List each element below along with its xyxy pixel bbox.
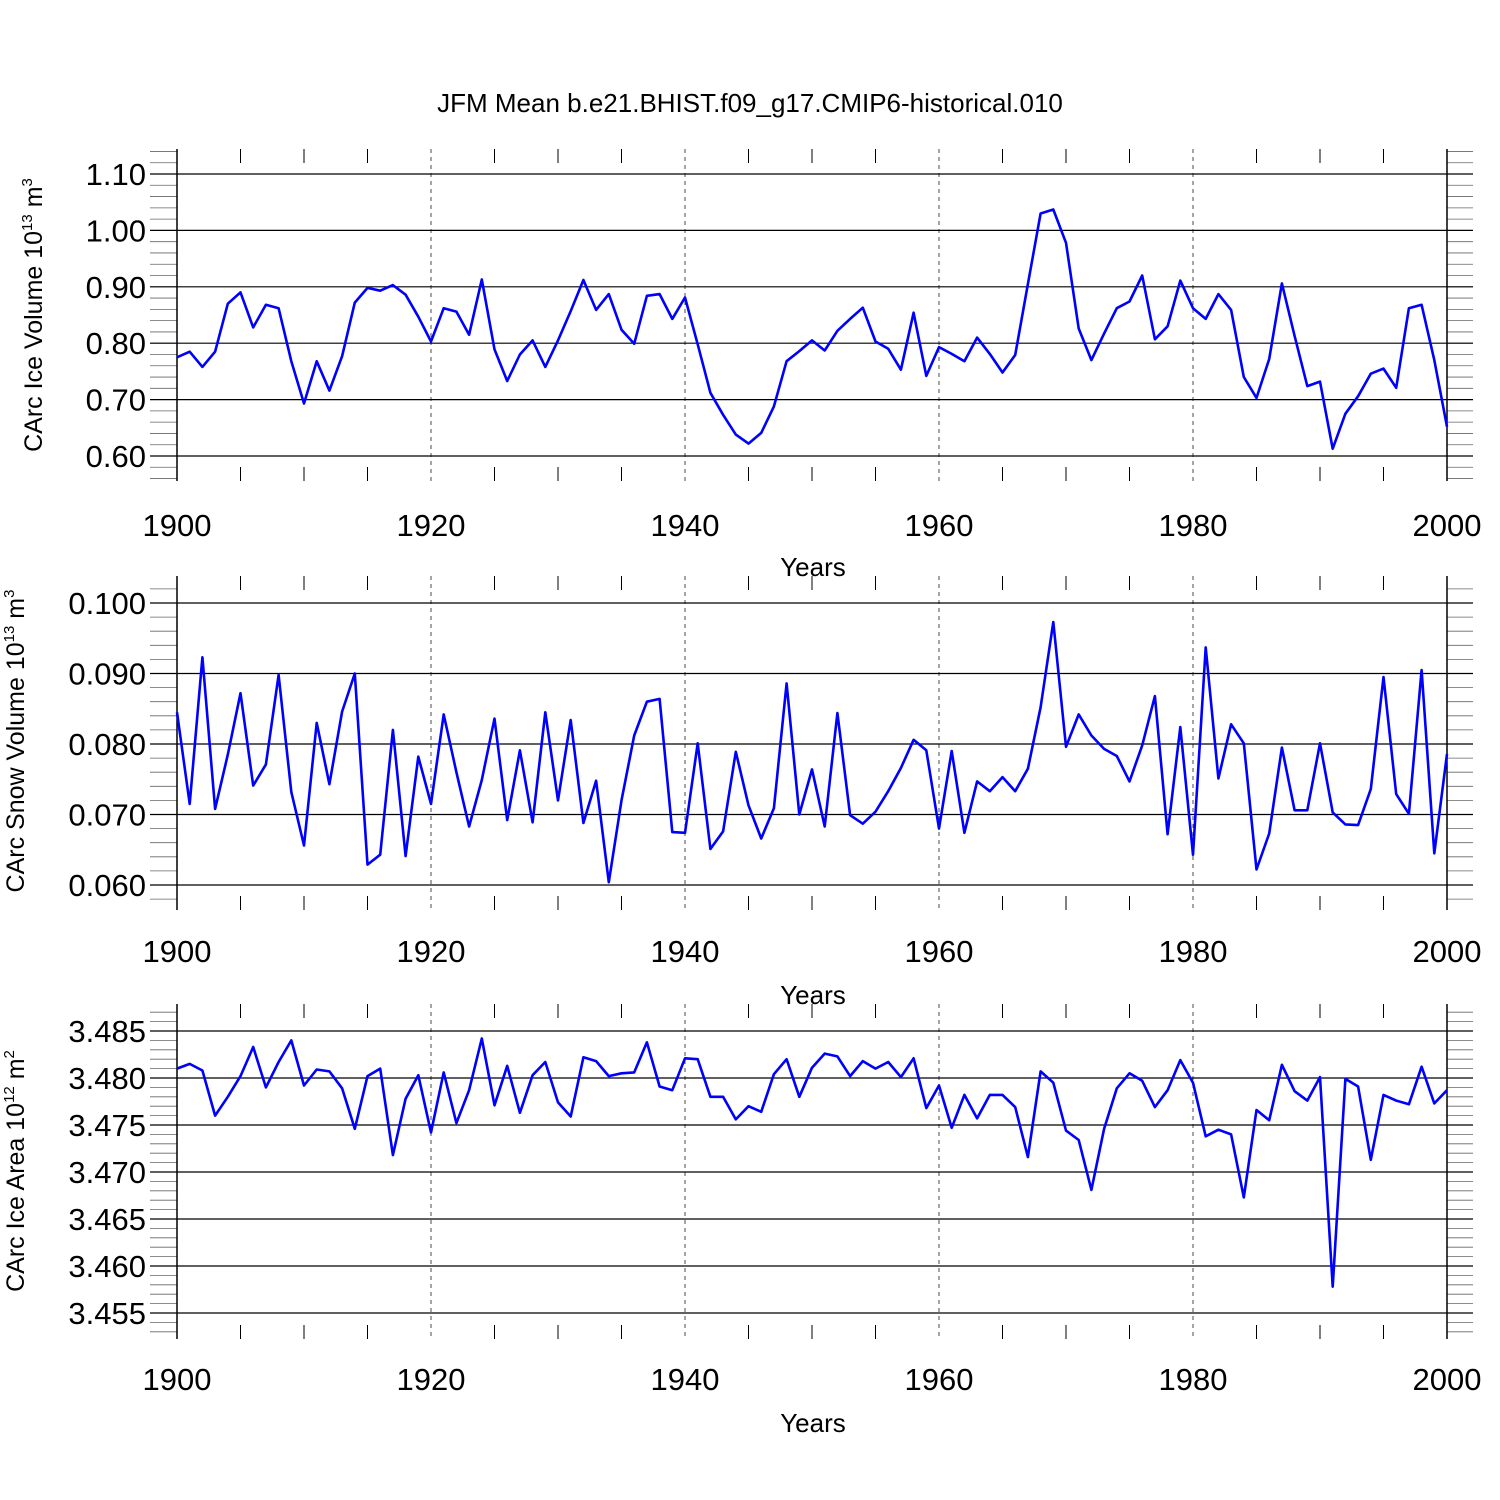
y-tick-label: 0.090: [68, 657, 146, 692]
y-tick-label: 3.470: [68, 1155, 146, 1190]
x-tick-label: 1960: [905, 1362, 974, 1397]
y-tick-label: 0.060: [68, 868, 146, 903]
panel-snow-volume: 0.060 0.070 0.080 0.090 0.100 1900 1920 1940 196…: [1, 576, 1481, 1010]
series-line: [175, 620, 1449, 884]
x-tick-label: 1900: [143, 508, 212, 543]
x-tick-label: 2000: [1413, 934, 1482, 969]
y-tick-label: 3.480: [68, 1061, 146, 1096]
x-tick-label: 2000: [1413, 1362, 1482, 1397]
x-tick-label: 1940: [651, 934, 720, 969]
x-tick-label: 1940: [651, 1362, 720, 1397]
y-tick-label: 0.100: [68, 586, 146, 621]
x-tick-label: 1900: [143, 934, 212, 969]
x-axis-label: Years: [780, 1408, 846, 1438]
x-tick-label: 1920: [397, 934, 466, 969]
panel-ice-volume: 0.60 0.70 0.80 0.90 1.00 1.10 1900 1920 1940 1960…: [19, 149, 1481, 582]
x-tick-label: 1960: [905, 508, 974, 543]
x-tick-label: 1980: [1159, 1362, 1228, 1397]
x-tick-label: 1940: [651, 508, 720, 543]
y-tick-label: 0.60: [86, 439, 146, 474]
y-tick-label: 3.485: [68, 1014, 146, 1049]
y-axis-label: CArc Snow Volume 1013 m3: [1, 590, 30, 893]
y-tick-label: 0.070: [68, 798, 146, 833]
x-tick-label: 1920: [397, 508, 466, 543]
y-tick-label: 3.455: [68, 1296, 146, 1331]
y-tick-label: 3.475: [68, 1108, 146, 1143]
y-tick-label: 0.80: [86, 326, 146, 361]
x-tick-label: 1980: [1159, 934, 1228, 969]
panel-ice-area: 3.455 3.460 3.465 3.470 3.475 3.480 3.485 1900 1…: [1, 1004, 1481, 1438]
x-axis-label: Years: [780, 552, 846, 582]
x-tick-label: 1900: [143, 1362, 212, 1397]
x-tick-label: 1960: [905, 934, 974, 969]
y-tick-label: 0.90: [86, 270, 146, 305]
y-tick-label: 0.70: [86, 383, 146, 418]
y-tick-label: 3.460: [68, 1249, 146, 1284]
x-tick-label: 1920: [397, 1362, 466, 1397]
figure-title: JFM Mean b.e21.BHIST.f09_g17.CMIP6-histo…: [437, 88, 1063, 118]
y-tick-label: 0.080: [68, 727, 146, 762]
y-tick-label: 1.10: [86, 157, 146, 192]
x-tick-label: 2000: [1413, 508, 1482, 543]
x-tick-label: 1980: [1159, 508, 1228, 543]
y-tick-label: 3.465: [68, 1202, 146, 1237]
y-axis-label: CArc Ice Volume 1013 m3: [19, 178, 48, 452]
y-tick-label: 1.00: [86, 213, 146, 248]
x-axis-label: Years: [780, 980, 846, 1010]
y-axis-label: CArc Ice Area 1012 m2: [1, 1050, 30, 1292]
series-line: [176, 208, 1449, 451]
series-line: [176, 1037, 1448, 1288]
